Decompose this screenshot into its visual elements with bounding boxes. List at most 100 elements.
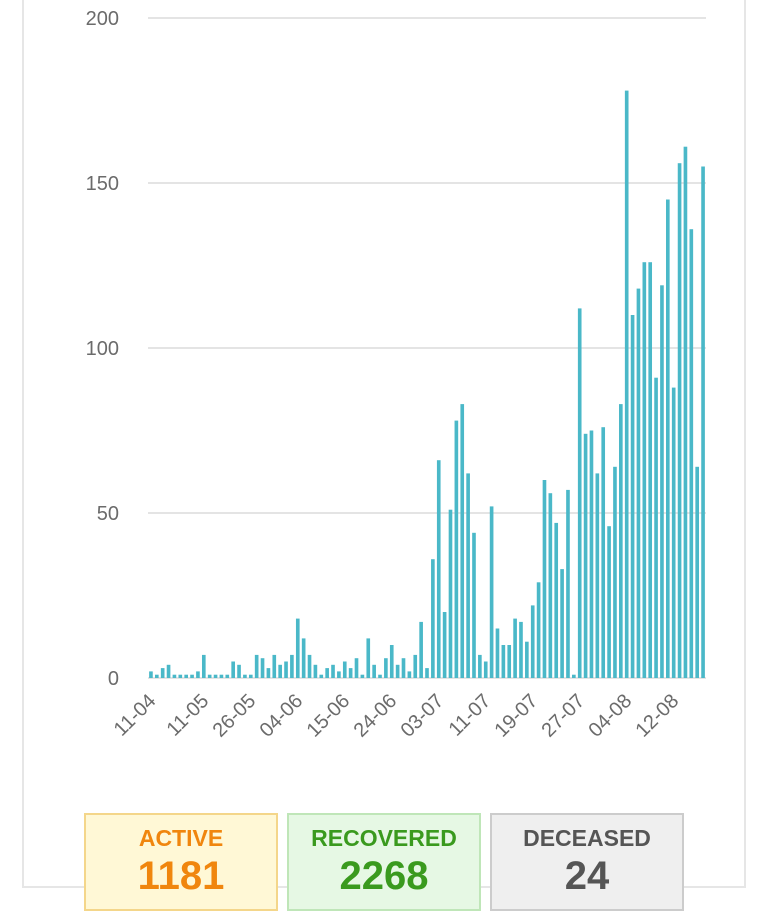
bar[interactable] bbox=[431, 559, 435, 678]
bar[interactable] bbox=[348, 668, 353, 678]
y-axis-tick-labels: 0 50 100 150 200 bbox=[86, 8, 119, 690]
bar[interactable] bbox=[478, 654, 482, 678]
bar[interactable] bbox=[619, 404, 623, 678]
bar[interactable] bbox=[648, 262, 653, 678]
bar[interactable] bbox=[201, 654, 206, 678]
bar[interactable] bbox=[219, 674, 224, 678]
bar[interactable] bbox=[630, 315, 635, 678]
bar[interactable] bbox=[601, 427, 606, 678]
bar[interactable] bbox=[536, 582, 541, 678]
bar[interactable] bbox=[677, 163, 682, 678]
bar[interactable] bbox=[583, 433, 588, 678]
bar[interactable] bbox=[313, 664, 318, 678]
bar[interactable] bbox=[436, 460, 441, 678]
bar[interactable] bbox=[525, 641, 529, 678]
bar[interactable] bbox=[325, 668, 329, 678]
bar[interactable] bbox=[331, 664, 335, 678]
bar[interactable] bbox=[607, 526, 611, 678]
bar[interactable] bbox=[213, 674, 218, 678]
bar[interactable] bbox=[689, 229, 694, 678]
bar[interactable] bbox=[360, 674, 365, 678]
deceased-card[interactable]: DECEASED 24 bbox=[490, 813, 684, 911]
bar[interactable] bbox=[366, 638, 371, 678]
bar[interactable] bbox=[337, 671, 341, 678]
bar[interactable] bbox=[407, 671, 412, 678]
bar[interactable] bbox=[501, 645, 506, 678]
bar[interactable] bbox=[395, 664, 400, 678]
bar[interactable] bbox=[266, 668, 271, 678]
bar[interactable] bbox=[319, 674, 324, 678]
bar[interactable] bbox=[378, 674, 382, 678]
bar[interactable] bbox=[636, 288, 641, 678]
bar[interactable] bbox=[190, 674, 194, 678]
bar[interactable] bbox=[613, 466, 617, 678]
bar[interactable] bbox=[577, 308, 582, 678]
bar[interactable] bbox=[560, 569, 564, 678]
bar[interactable] bbox=[172, 674, 177, 678]
bar[interactable] bbox=[225, 674, 230, 678]
bar[interactable] bbox=[554, 522, 559, 678]
bar[interactable] bbox=[483, 661, 488, 679]
bar[interactable] bbox=[701, 166, 705, 679]
bar[interactable] bbox=[154, 674, 159, 678]
bar[interactable] bbox=[460, 404, 465, 678]
bar[interactable] bbox=[466, 473, 470, 678]
bar[interactable] bbox=[272, 654, 277, 678]
bar[interactable] bbox=[384, 658, 388, 678]
bar[interactable] bbox=[624, 90, 629, 679]
bar[interactable] bbox=[660, 285, 664, 678]
bar[interactable] bbox=[243, 674, 247, 678]
bar[interactable] bbox=[448, 509, 453, 678]
bar[interactable] bbox=[290, 654, 294, 678]
bar[interactable] bbox=[454, 420, 459, 678]
bar[interactable] bbox=[589, 430, 594, 679]
bar[interactable] bbox=[149, 671, 153, 678]
bar[interactable] bbox=[196, 671, 200, 678]
bar[interactable] bbox=[354, 658, 359, 678]
bar[interactable] bbox=[284, 661, 288, 679]
bar[interactable] bbox=[301, 638, 306, 678]
bar[interactable] bbox=[342, 661, 347, 679]
bar[interactable] bbox=[442, 612, 447, 678]
bar[interactable] bbox=[695, 466, 700, 678]
bar[interactable] bbox=[425, 668, 429, 678]
bar[interactable] bbox=[566, 489, 570, 678]
bar[interactable] bbox=[166, 664, 171, 678]
bar[interactable] bbox=[260, 658, 265, 678]
bar[interactable] bbox=[389, 645, 394, 678]
bar[interactable] bbox=[542, 480, 547, 678]
bar[interactable] bbox=[595, 473, 600, 678]
bar[interactable] bbox=[642, 262, 647, 678]
bar[interactable] bbox=[184, 674, 188, 678]
bar[interactable] bbox=[495, 628, 500, 679]
bar[interactable] bbox=[507, 645, 512, 678]
bar[interactable] bbox=[254, 654, 259, 678]
bar[interactable] bbox=[519, 621, 523, 678]
bar[interactable] bbox=[278, 664, 282, 678]
bar[interactable] bbox=[472, 532, 476, 678]
bar[interactable] bbox=[413, 654, 418, 678]
recovered-card[interactable]: RECOVERED 2268 bbox=[287, 813, 481, 911]
bar[interactable] bbox=[237, 664, 241, 678]
bar[interactable] bbox=[530, 605, 535, 678]
bar[interactable] bbox=[372, 664, 376, 678]
bar[interactable] bbox=[489, 506, 494, 678]
bar[interactable] bbox=[295, 618, 300, 678]
bar[interactable] bbox=[178, 674, 183, 678]
bar[interactable] bbox=[419, 621, 423, 678]
bar[interactable] bbox=[572, 674, 576, 678]
bar[interactable] bbox=[666, 199, 670, 679]
bar[interactable] bbox=[683, 146, 688, 678]
bar[interactable] bbox=[248, 674, 253, 678]
bar[interactable] bbox=[513, 618, 517, 678]
bar[interactable] bbox=[548, 493, 553, 678]
bar[interactable] bbox=[207, 674, 212, 678]
active-card[interactable]: ACTIVE 1181 bbox=[84, 813, 278, 911]
bar[interactable] bbox=[231, 661, 235, 679]
bar[interactable] bbox=[401, 658, 406, 678]
bar[interactable] bbox=[671, 387, 676, 678]
y-tick-label: 50 bbox=[97, 503, 119, 525]
bar[interactable] bbox=[654, 377, 658, 678]
bar[interactable] bbox=[160, 668, 165, 678]
bar[interactable] bbox=[307, 654, 312, 678]
